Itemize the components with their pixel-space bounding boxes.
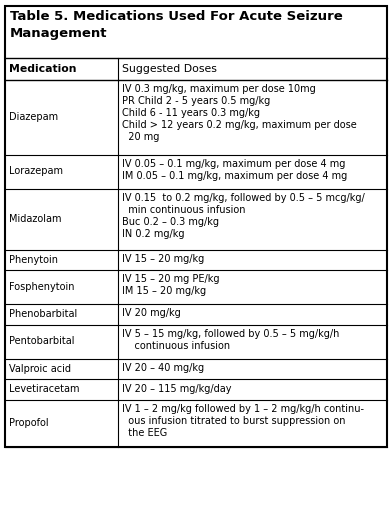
- Text: IV 5 – 15 mg/kg, followed by 0.5 – 5 mg/kg/h
    continuous infusion: IV 5 – 15 mg/kg, followed by 0.5 – 5 mg/…: [122, 329, 339, 351]
- Text: IV 0.05 – 0.1 mg/kg, maximum per dose 4 mg
IM 0.05 – 0.1 mg/kg, maximum per dose: IV 0.05 – 0.1 mg/kg, maximum per dose 4 …: [122, 159, 347, 181]
- Text: IV 15 – 20 mg/kg: IV 15 – 20 mg/kg: [122, 254, 204, 264]
- Text: Pentobarbital: Pentobarbital: [9, 337, 74, 347]
- Text: IV 15 – 20 mg PE/kg
IM 15 – 20 mg/kg: IV 15 – 20 mg PE/kg IM 15 – 20 mg/kg: [122, 275, 219, 297]
- Text: Phenytoin: Phenytoin: [9, 255, 58, 265]
- Text: Valproic acid: Valproic acid: [9, 364, 71, 374]
- Text: IV 20 – 40 mg/kg: IV 20 – 40 mg/kg: [122, 363, 204, 373]
- Text: Levetiracetam: Levetiracetam: [9, 384, 80, 394]
- Text: Medication: Medication: [9, 64, 76, 74]
- Text: IV 0.15  to 0.2 mg/kg, followed by 0.5 – 5 mcg/kg/
  min continuous infusion
Buc: IV 0.15 to 0.2 mg/kg, followed by 0.5 – …: [122, 193, 365, 239]
- Text: Diazepam: Diazepam: [9, 112, 58, 122]
- Text: Lorazepam: Lorazepam: [9, 166, 63, 176]
- Text: Fosphenytoin: Fosphenytoin: [9, 282, 74, 292]
- Text: Suggested Doses: Suggested Doses: [122, 64, 216, 74]
- Text: IV 20 – 115 mg/kg/day: IV 20 – 115 mg/kg/day: [122, 383, 231, 394]
- Text: Propofol: Propofol: [9, 418, 49, 428]
- Text: IV 0.3 mg/kg, maximum per dose 10mg
PR Child 2 - 5 years 0.5 mg/kg
Child 6 - 11 : IV 0.3 mg/kg, maximum per dose 10mg PR C…: [122, 85, 356, 142]
- Text: Phenobarbital: Phenobarbital: [9, 309, 77, 319]
- Bar: [5, 6, 387, 447]
- Text: IV 20 mg/kg: IV 20 mg/kg: [122, 309, 180, 319]
- Text: Table 5. Medications Used For Acute Seizure
Management: Table 5. Medications Used For Acute Seiz…: [10, 10, 343, 39]
- Text: IV 1 – 2 mg/kg followed by 1 – 2 mg/kg/h continu-
  ous infusion titrated to bur: IV 1 – 2 mg/kg followed by 1 – 2 mg/kg/h…: [122, 404, 364, 438]
- Text: Midazolam: Midazolam: [9, 214, 62, 224]
